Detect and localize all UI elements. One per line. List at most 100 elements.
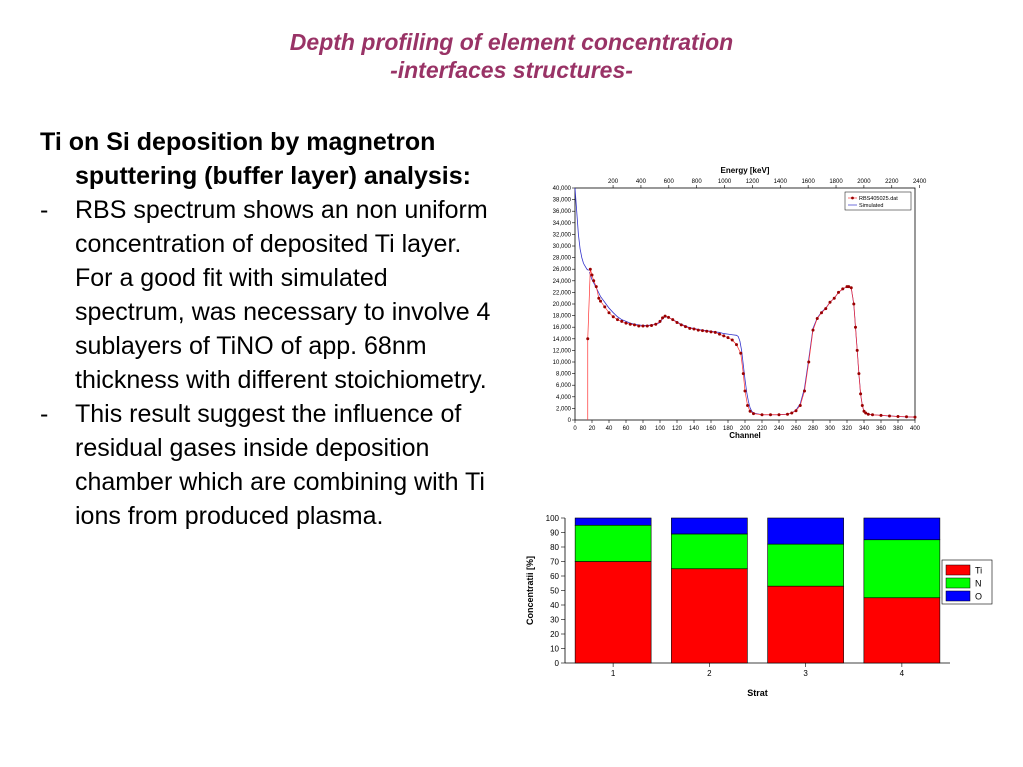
y-tick-label: 18,000	[553, 314, 572, 320]
measured-point	[743, 389, 747, 393]
measured-point	[896, 415, 900, 419]
measured-point	[860, 404, 864, 407]
x-tick-label: 0	[573, 426, 577, 432]
y-tick-label: 26,000	[553, 267, 572, 273]
measured-point	[866, 412, 870, 416]
bullet-item: - This result suggest the influence of r…	[40, 397, 500, 533]
bar-segment-n	[574, 524, 652, 562]
measured-point	[752, 412, 755, 416]
measured-point	[722, 334, 726, 338]
x2-tick-label: 400	[636, 179, 647, 185]
measured-point	[709, 330, 713, 334]
measured-point	[811, 328, 815, 332]
measured-point	[696, 328, 700, 332]
x-tick-label: 20	[589, 426, 596, 432]
y-tick-label: 30	[550, 616, 559, 625]
y-tick-label: 16,000	[553, 325, 572, 331]
measured-point	[588, 267, 592, 271]
x2-tick-label: 2000	[857, 179, 871, 185]
y-tick-label: 10,000	[553, 360, 572, 366]
slide-title-line-1: Depth profiling of element concentration	[289, 29, 734, 55]
y-tick-label: 8,000	[556, 372, 572, 378]
y-axis-label: Concentratii [%]	[525, 556, 535, 625]
y-tick-label: 0	[555, 659, 560, 668]
bullet-text: This result suggest the influence of res…	[75, 400, 485, 530]
x2-tick-label: 600	[664, 179, 675, 185]
y-tick-label: 60	[550, 572, 559, 581]
x-tick-label: 180	[723, 426, 734, 432]
bar-segment-o	[671, 517, 748, 535]
x-tick-label: 360	[876, 426, 887, 432]
y-tick-label: 34,000	[553, 221, 572, 227]
y-tick-label: 2,000	[556, 406, 572, 412]
measured-point	[859, 392, 863, 396]
measured-point	[857, 372, 861, 376]
measured-point	[611, 315, 615, 319]
measured-point	[675, 321, 679, 325]
measured-point	[854, 325, 857, 329]
measured-point	[624, 321, 628, 325]
x2-axis-label: Energy [keV]	[721, 166, 770, 175]
measured-point	[616, 318, 619, 322]
x-tick-label: 240	[774, 426, 785, 432]
measured-point	[592, 279, 596, 283]
measured-point	[786, 412, 789, 416]
x-tick-label: 400	[910, 426, 921, 432]
bar-segment-o	[574, 517, 652, 526]
x2-tick-label: 1200	[746, 179, 760, 185]
bar-segment-o	[767, 517, 844, 545]
measured-point	[748, 409, 752, 413]
x-tick-label: 2	[707, 669, 712, 678]
measured-point	[726, 336, 730, 340]
bar-segment-ti	[767, 585, 844, 664]
x2-tick-label: 2200	[885, 179, 899, 185]
plot-frame	[574, 187, 916, 421]
legend-label: RBS405025.dat	[859, 196, 898, 202]
y-tick-label: 20,000	[553, 302, 572, 308]
x-tick-label: 120	[672, 426, 683, 432]
measured-point	[824, 307, 828, 311]
y-tick-label: 6,000	[556, 383, 572, 389]
y-tick-label: 4,000	[556, 395, 572, 401]
measured-point	[798, 404, 802, 407]
legend-swatch-ti	[945, 564, 971, 576]
x-tick-label: 1	[611, 669, 616, 678]
measured-point	[849, 286, 853, 290]
simulated-line-segment	[574, 187, 589, 271]
measured-point	[760, 413, 764, 417]
description-text: Ti on Si deposition by magnetron sputter…	[40, 125, 500, 533]
measured-point	[594, 285, 598, 289]
y-tick-label: 36,000	[553, 209, 572, 215]
bullet-item: - RBS spectrum shows an non uniform conc…	[40, 193, 500, 397]
measured-point	[590, 273, 594, 277]
rbs-spectrum-chart: 0 2,000 4,000 6,000 8,000 10,000 12,000 14,000 1…	[553, 166, 927, 440]
measured-point	[597, 296, 601, 300]
measured-point	[679, 323, 683, 327]
measured-point	[864, 411, 868, 415]
measured-point	[633, 323, 636, 327]
legend-label: Ti	[975, 566, 982, 576]
measured-point	[888, 414, 891, 418]
legend-box	[844, 191, 912, 211]
measured-point	[671, 318, 675, 322]
x-tick-label: 220	[757, 426, 768, 432]
bullet-dash: -	[40, 196, 49, 224]
x-tick-label: 4	[900, 669, 905, 678]
measured-point	[855, 348, 859, 352]
measured-point	[735, 343, 738, 347]
y-tick-label: 100	[546, 514, 560, 523]
measured-point	[654, 322, 658, 326]
measured-point	[645, 324, 649, 328]
y-tick-label: 38,000	[553, 198, 572, 204]
x-tick-label: 60	[623, 426, 630, 432]
x-tick-label: 280	[808, 426, 819, 432]
measured-point	[692, 327, 696, 331]
y-tick-label: 40,000	[553, 186, 572, 192]
y-tick-label: 10	[550, 645, 559, 654]
measured-point	[730, 338, 734, 342]
y-tick-label: 24,000	[553, 279, 572, 285]
measured-point	[841, 287, 845, 291]
measured-point	[705, 329, 709, 333]
measured-point	[661, 316, 665, 320]
slide-title-line-2: -interfaces structures-	[390, 57, 633, 83]
